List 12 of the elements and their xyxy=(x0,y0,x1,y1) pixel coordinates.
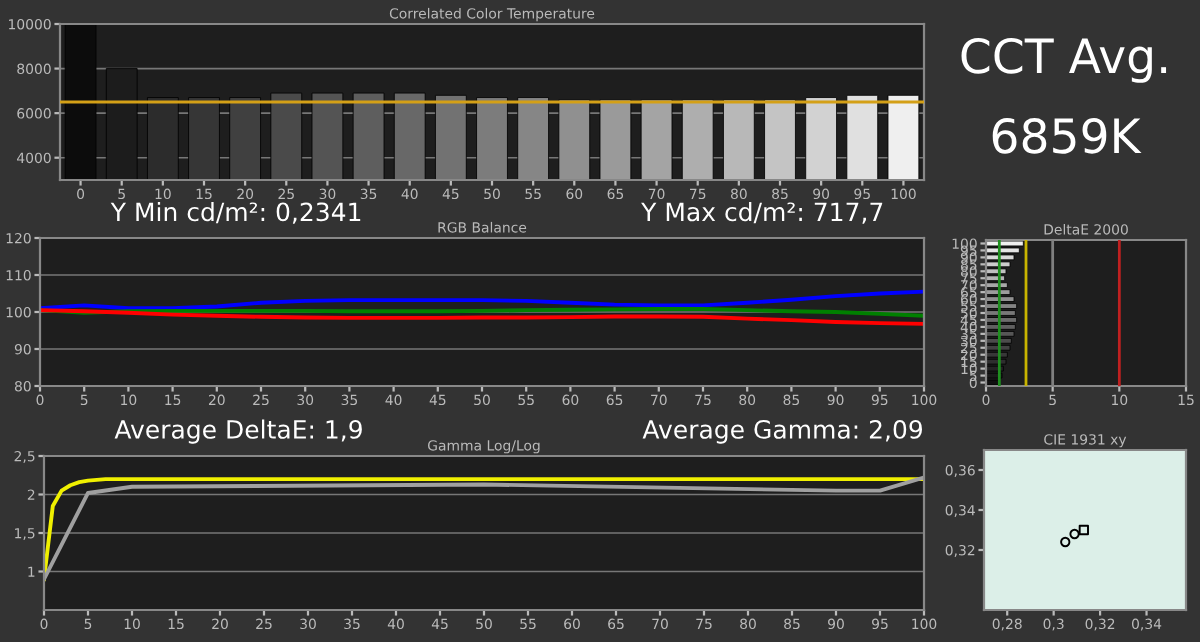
text: Average DeltaE: 1,9 xyxy=(114,419,362,444)
text: 6859K xyxy=(992,117,1142,154)
text: Average Gamma: 2,09 xyxy=(642,419,922,444)
text: Y Max cd/m²: 717,7 xyxy=(641,201,883,224)
bar xyxy=(986,310,1016,316)
text: Y Min cd/m²: 0,2341 xyxy=(110,201,361,224)
line-series xyxy=(40,289,924,311)
text: CCT Avg. xyxy=(961,37,1167,83)
bar xyxy=(986,247,1020,254)
bar xyxy=(986,240,1024,247)
bar xyxy=(986,317,1018,323)
line-series xyxy=(40,308,924,326)
